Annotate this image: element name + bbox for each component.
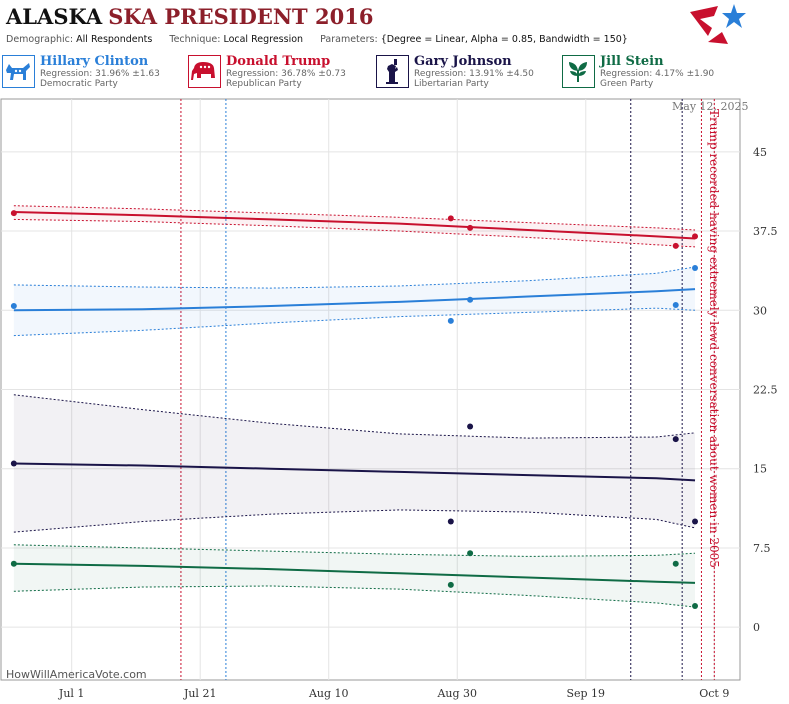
jill-stein-poll-point (467, 550, 474, 557)
gary-johnson-trend-line (13, 462, 696, 482)
candidate-name: Jill Stein (600, 54, 664, 69)
jill-stein-poll-point (692, 603, 699, 610)
donald-trump-poll-point (10, 210, 17, 217)
param-value: {Degree = Linear, Alpha = 0.85, Bandwidt… (380, 34, 628, 45)
gary-johnson-poll-point (447, 518, 454, 525)
x-tick-label: Aug 10 (308, 687, 349, 700)
param-value: All Respondents (76, 34, 153, 45)
candidate-name: Hillary Clinton (40, 54, 149, 69)
hillary-clinton-poll-point (467, 296, 474, 303)
candidate-party: Democratic Party (40, 79, 118, 89)
poll-chart: 0 7.5 15 22.5 30 37.5 45 Jul 1 Jul 21 Aug 10 Aug 3… (0, 98, 778, 700)
parameters-line: Demographic: All Respondents Technique: … (6, 34, 642, 45)
jill-stein-poll-point (10, 560, 17, 567)
donald-trump-upper-bound (13, 205, 696, 231)
hillary-clinton-trend-line (13, 288, 696, 312)
hillary-clinton-confidence-band (13, 266, 696, 336)
x-tick-label: Jul 1 (58, 687, 85, 700)
jill-stein-lower-bound (13, 585, 696, 608)
param-key: Parameters: (320, 34, 378, 45)
page-title: ALASKA SKA PRESIDENT 2016 (6, 4, 373, 29)
y-tick-label: 45 (753, 146, 767, 159)
y-tick-label: 15 (753, 463, 767, 476)
y-tick-label: 37.5 (753, 225, 778, 238)
candidate-regression: Regression: 13.91% ±4.50 (414, 69, 534, 79)
x-tick-label: Aug 30 (436, 687, 477, 700)
param-key: Technique: (169, 34, 221, 45)
donald-trump-poll-point (692, 233, 699, 240)
candidate-regression: Regression: 36.78% ±0.73 (226, 69, 346, 79)
x-tick-label: Sep 19 (566, 687, 605, 700)
candidate-party: Libertarian Party (414, 79, 489, 89)
gary-johnson-poll-point (10, 460, 17, 467)
donald-trump-poll-point (467, 224, 474, 231)
gary-johnson-lower-bound (13, 509, 696, 533)
candidate-party: Green Party (600, 79, 654, 89)
donkey-icon (2, 55, 35, 88)
candidate-name: Donald Trump (226, 54, 331, 69)
candidate-regression: Regression: 4.17% ±1.90 (600, 69, 715, 79)
hillary-clinton-poll-point (10, 303, 17, 310)
date-stamp: May 12, 2025 (672, 100, 749, 113)
y-tick-label: 7.5 (753, 542, 771, 555)
param-key: Demographic: (6, 34, 74, 45)
donald-trump-poll-point (447, 215, 454, 222)
y-tick-label: 30 (753, 304, 767, 317)
gary-johnson-upper-bound (13, 394, 696, 439)
candidate-party: Republican Party (226, 79, 302, 89)
y-tick-label: 22.5 (753, 384, 778, 397)
site-logo (690, 4, 746, 44)
hillary-clinton-poll-point (447, 317, 454, 324)
hillary-clinton-upper-bound (13, 266, 696, 289)
jill-stein-poll-point (447, 581, 454, 588)
donald-trump-lower-bound (13, 218, 696, 248)
gary-johnson-poll-point (692, 518, 699, 525)
statue-of-liberty-icon (376, 55, 409, 88)
jill-stein-upper-bound (13, 544, 696, 557)
event-annotation: Trump recorded having extremely lewd con… (707, 109, 721, 568)
x-tick-label: Jul 21 (183, 687, 217, 700)
donald-trump-trend-line (13, 211, 696, 240)
donald-trump-poll-point (672, 242, 679, 249)
hillary-clinton-poll-point (692, 265, 699, 272)
y-tick-label: 0 (753, 621, 760, 634)
jill-stein-poll-point (672, 560, 679, 567)
hillary-clinton-lower-bound (13, 307, 696, 337)
candidate-legend: Hillary Clinton Regression: 31.96% ±1.63… (0, 54, 789, 92)
elephant-icon (188, 55, 221, 88)
jill-stein-confidence-band (13, 544, 696, 608)
candidate-name: Gary Johnson (414, 54, 512, 69)
title-rest: SKA PRESIDENT 2016 (108, 4, 374, 29)
gary-johnson-poll-point (672, 436, 679, 443)
candidate-regression: Regression: 31.96% ±1.63 (40, 69, 160, 79)
plant-icon (562, 55, 595, 88)
hillary-clinton-poll-point (672, 301, 679, 308)
title-state: ALASKA (6, 4, 103, 29)
gary-johnson-poll-point (467, 423, 474, 430)
jill-stein-trend-line (13, 562, 696, 584)
x-tick-label: Oct 9 (699, 687, 729, 700)
gary-johnson-confidence-band (13, 394, 696, 533)
site-credit: HowWillAmericaVote.com (6, 668, 147, 681)
param-value: Local Regression (223, 34, 304, 45)
